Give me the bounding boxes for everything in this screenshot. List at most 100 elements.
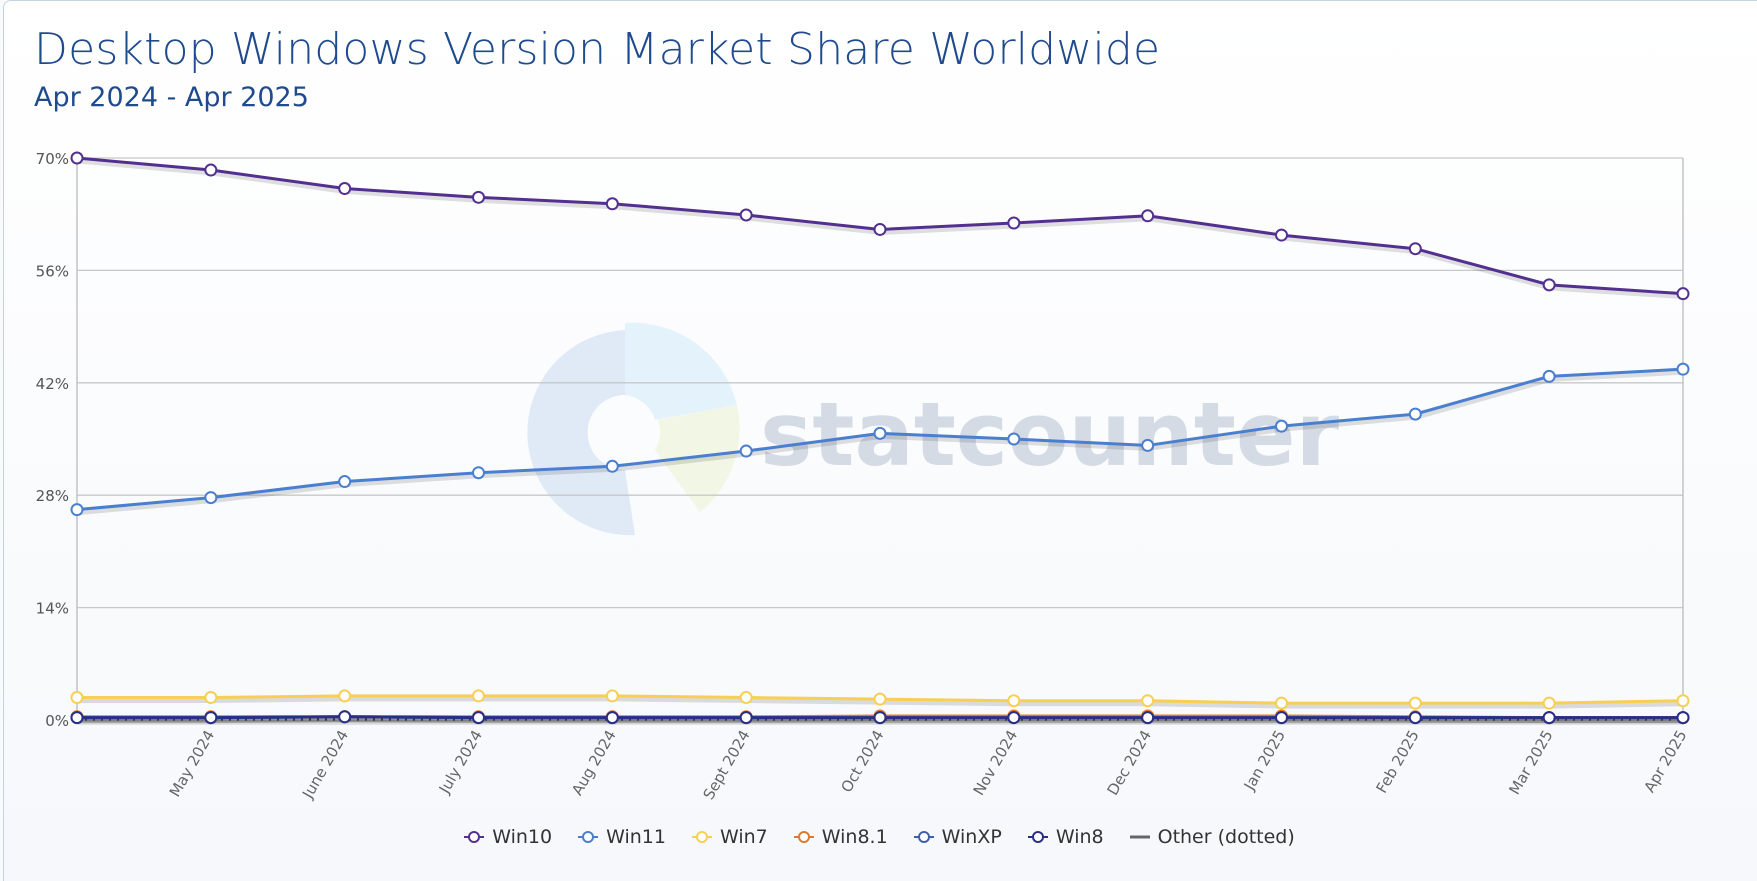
data-point[interactable] xyxy=(1275,228,1288,242)
data-point[interactable] xyxy=(338,689,352,703)
x-tick-label: Oct 2024 xyxy=(837,727,887,796)
data-point[interactable] xyxy=(70,503,84,517)
watermark-logo-blue xyxy=(527,330,635,536)
data-point[interactable] xyxy=(1676,694,1690,708)
data-point[interactable] xyxy=(338,182,352,196)
data-point[interactable] xyxy=(338,710,352,724)
x-tick-label: Sept 2024 xyxy=(699,727,753,803)
data-point[interactable] xyxy=(472,711,485,725)
legend-label: Win11 xyxy=(606,826,666,848)
data-point[interactable] xyxy=(1275,711,1288,725)
legend-label: Win10 xyxy=(492,826,553,848)
x-tick-label: Dec 2024 xyxy=(1104,727,1156,798)
dash-marker-icon xyxy=(1129,835,1150,839)
data-point[interactable] xyxy=(873,426,887,440)
legend-label: Win8 xyxy=(1055,826,1104,848)
data-point[interactable] xyxy=(1676,287,1690,301)
data-point[interactable] xyxy=(1542,278,1556,292)
legend-item-winxp[interactable]: WinXP xyxy=(912,826,1002,848)
data-point[interactable] xyxy=(1408,711,1422,725)
data-point[interactable] xyxy=(605,459,619,473)
data-point[interactable] xyxy=(1141,711,1155,725)
data-point[interactable] xyxy=(472,466,485,480)
data-point[interactable] xyxy=(1141,694,1155,708)
series-win8 xyxy=(70,710,1690,725)
data-point[interactable] xyxy=(204,711,218,725)
line-chart: statcounter 0% 14% 28% 42% 56% 70% May 2024 Ju… xyxy=(36,150,1691,803)
legend-item-win10[interactable]: Win10 xyxy=(462,826,552,848)
x-tick-label: Apr 2025 xyxy=(1640,727,1690,796)
data-point[interactable] xyxy=(1408,696,1422,710)
data-point[interactable] xyxy=(70,691,84,705)
data-point[interactable] xyxy=(739,711,753,725)
data-point[interactable] xyxy=(472,689,485,703)
chart-series xyxy=(70,151,1690,725)
data-point[interactable] xyxy=(338,475,352,489)
data-point[interactable] xyxy=(605,197,619,211)
x-axis: May 2024 June 2024 July 2024 Aug 2024 Sept 2… xyxy=(166,727,1691,803)
data-point[interactable] xyxy=(1007,694,1021,708)
data-point[interactable] xyxy=(1542,696,1556,710)
chart-title: Desktop Windows Version Market Share Wor… xyxy=(34,24,1161,75)
y-axis: 0% 14% 28% 42% 56% 70% xyxy=(36,150,69,730)
legend-item-win11[interactable]: Win11 xyxy=(576,826,666,848)
circle-marker-icon xyxy=(793,831,814,843)
data-point[interactable] xyxy=(1141,209,1155,223)
chart-container xyxy=(3,0,1757,881)
data-point[interactable] xyxy=(605,689,619,703)
data-point[interactable] xyxy=(1542,369,1556,383)
data-point[interactable] xyxy=(739,691,753,705)
legend-item-win7[interactable]: Win7 xyxy=(690,826,768,848)
data-point[interactable] xyxy=(1408,407,1422,421)
data-point[interactable] xyxy=(1007,432,1021,446)
statcounter-watermark: statcounter xyxy=(527,322,1340,536)
legend-item-win8-1[interactable]: Win8.1 xyxy=(792,826,888,848)
data-point[interactable] xyxy=(1141,438,1155,452)
y-tick-label: 42% xyxy=(36,375,69,393)
watermark-logo-yellow xyxy=(655,405,740,512)
x-tick-label: Mar 2025 xyxy=(1505,727,1556,798)
data-point[interactable] xyxy=(1007,216,1021,230)
data-point[interactable] xyxy=(70,151,84,165)
legend-item-win8[interactable]: Win8 xyxy=(1026,826,1104,848)
data-point[interactable] xyxy=(1007,711,1021,725)
data-point[interactable] xyxy=(1275,696,1288,710)
circle-marker-icon xyxy=(578,831,599,843)
x-tick-label: Aug 2024 xyxy=(568,727,620,799)
data-point[interactable] xyxy=(204,163,218,177)
watermark-text: statcounter xyxy=(760,383,1340,486)
y-tick-label: 70% xyxy=(36,150,69,168)
x-tick-label: Nov 2024 xyxy=(970,727,1022,799)
data-point[interactable] xyxy=(739,208,753,222)
legend-label: Win7 xyxy=(719,826,768,848)
y-tick-label: 0% xyxy=(45,712,69,730)
y-tick-label: 28% xyxy=(36,487,69,505)
y-tick-label: 14% xyxy=(36,600,69,618)
data-point[interactable] xyxy=(1542,711,1556,725)
data-point[interactable] xyxy=(605,711,619,725)
circle-marker-icon xyxy=(1027,831,1048,843)
x-tick-label: June 2024 xyxy=(298,727,352,802)
legend-label: WinXP xyxy=(941,826,1002,848)
data-point[interactable] xyxy=(472,190,485,204)
watermark-logo-cyan xyxy=(625,322,737,420)
circle-marker-icon xyxy=(691,831,712,843)
data-point[interactable] xyxy=(1275,419,1288,433)
x-tick-label: Feb 2025 xyxy=(1372,727,1422,796)
data-point[interactable] xyxy=(1676,362,1690,376)
legend-item-other-dotted[interactable]: Other (dotted) xyxy=(1128,826,1295,848)
x-tick-label: Jan 2025 xyxy=(1240,727,1289,794)
series-win10 xyxy=(70,151,1690,301)
data-point[interactable] xyxy=(739,444,753,458)
data-point[interactable] xyxy=(1676,711,1690,725)
data-point[interactable] xyxy=(873,692,887,706)
data-point[interactable] xyxy=(1408,242,1422,256)
series-win7 xyxy=(70,689,1690,710)
data-point[interactable] xyxy=(873,222,887,236)
series-win11 xyxy=(70,362,1690,517)
data-point[interactable] xyxy=(873,711,887,725)
data-point[interactable] xyxy=(70,711,84,725)
chart-legend: Win10 Win11 Win7 Win8.1 WinXP Win8 Other (dott… xyxy=(0,826,1757,849)
data-point[interactable] xyxy=(204,691,218,705)
data-point[interactable] xyxy=(204,491,218,505)
